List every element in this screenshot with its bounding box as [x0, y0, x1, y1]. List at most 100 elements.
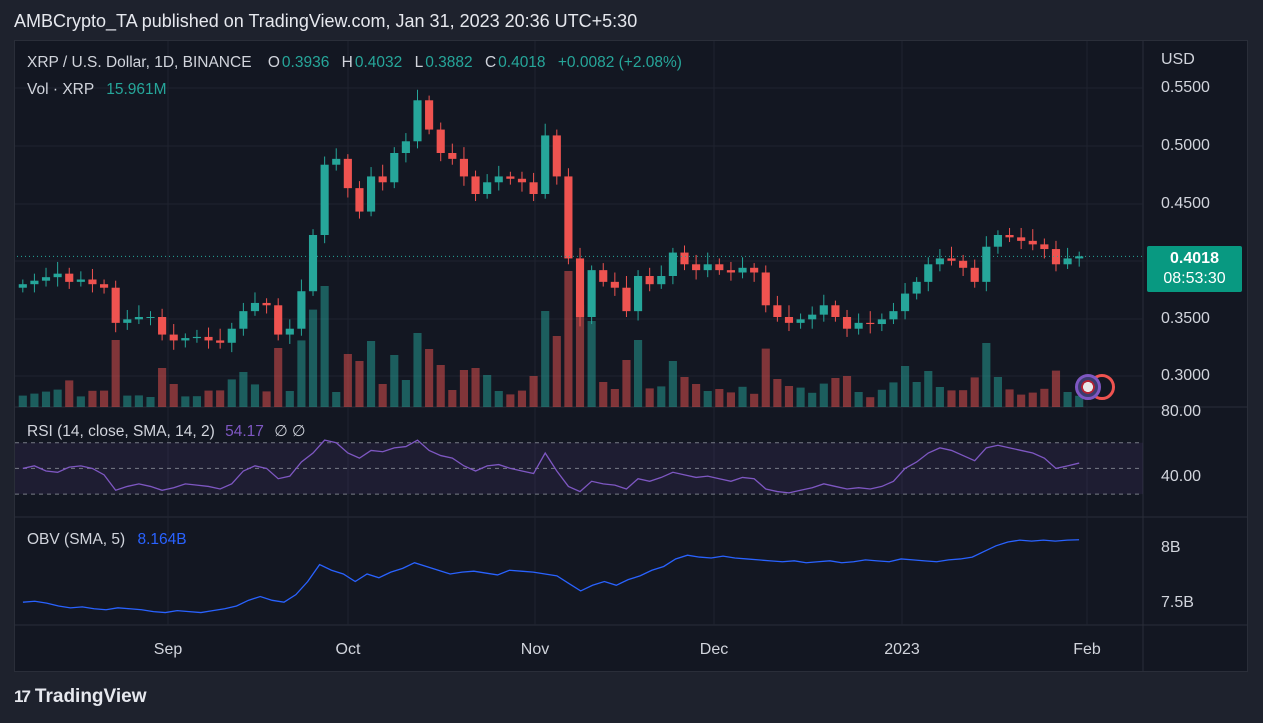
volume-bar: [1075, 395, 1084, 407]
candle-body: [169, 334, 178, 341]
chart-container[interactable]: XRP / U.S. Dollar, 1D, BINANCE O 0.3936 H…: [14, 40, 1248, 672]
tradingview-brand: TradingView: [34, 686, 147, 707]
candle-body: [831, 305, 840, 317]
obv-tick: 8B: [1161, 539, 1181, 556]
volume-bar: [842, 376, 852, 407]
change-value: +0.0082 (+2.08%): [557, 54, 682, 71]
low-label: L: [414, 54, 424, 71]
candle-body: [239, 311, 248, 329]
volume-label[interactable]: Vol · XRP: [27, 81, 94, 98]
candle-body: [877, 319, 886, 325]
volume-bar: [761, 348, 770, 407]
candle-body: [181, 338, 190, 341]
volume-bar: [784, 386, 794, 407]
volume-bar: [320, 286, 329, 407]
volume-bar: [529, 376, 538, 407]
volume-bar: [1028, 392, 1037, 407]
candle-body: [204, 336, 213, 341]
close-label: C: [484, 54, 497, 71]
candle-body: [599, 270, 608, 282]
volume-bar: [448, 390, 457, 407]
volume-bar: [703, 391, 712, 407]
volume-bar: [738, 386, 747, 407]
volume-bar: [668, 361, 677, 407]
candle-body: [506, 176, 515, 179]
rsi-label[interactable]: RSI (14, close, SMA, 14, 2): [27, 423, 215, 440]
volume-bar: [1017, 394, 1026, 407]
volume-bar: [297, 340, 306, 407]
candle-body: [390, 153, 399, 183]
candle-body: [680, 252, 689, 265]
volume-bar: [250, 384, 260, 407]
volume-bar: [935, 387, 944, 407]
time-tick: Sep: [153, 641, 183, 658]
volume-bar: [726, 392, 735, 407]
candle-body: [668, 252, 677, 276]
candle-body: [250, 302, 260, 312]
candle-body: [854, 322, 863, 329]
volume-bar: [367, 341, 376, 407]
candle-body: [1075, 256, 1084, 259]
obv-legend: OBV (SMA, 5) 8.164B: [27, 531, 187, 549]
open-label: O: [267, 54, 280, 71]
candle-body: [227, 328, 236, 343]
candle-body: [436, 129, 445, 153]
rsi-tick: 40.00: [1161, 468, 1202, 485]
open-value: 0.3936: [281, 54, 330, 71]
volume-bar: [53, 389, 62, 407]
volume-bar: [239, 372, 248, 407]
obv-label[interactable]: OBV (SMA, 5): [27, 531, 126, 548]
time-tick: Feb: [1073, 641, 1101, 658]
volume-bar: [901, 366, 910, 407]
chart-canvas[interactable]: [15, 41, 1248, 672]
candle-body: [993, 235, 1002, 247]
volume-value: 15.961M: [106, 81, 167, 98]
candle-body: [1017, 237, 1026, 241]
candle-body: [332, 158, 341, 165]
volume-bar: [912, 382, 921, 407]
volume-bar: [889, 382, 898, 407]
candle-body: [1063, 258, 1072, 265]
symbol-name[interactable]: XRP / U.S. Dollar, 1D, BINANCE: [27, 54, 252, 71]
candle-body: [587, 270, 596, 317]
candle-body: [808, 314, 817, 320]
candle-body: [123, 319, 132, 323]
candle-body: [494, 176, 503, 183]
candle-body: [901, 293, 910, 312]
rsi-line: [22, 439, 1080, 494]
candle-body: [715, 264, 724, 271]
candle-body: [378, 176, 387, 183]
tradingview-footer[interactable]: 17 TradingView: [14, 686, 147, 708]
volume-bar: [634, 340, 643, 407]
us-flag-event-icon[interactable]: [1075, 374, 1101, 400]
rsi-value: 54.17: [225, 423, 264, 440]
price-tick: 0.3500: [1161, 310, 1210, 327]
candle-body: [76, 279, 85, 282]
high-label: H: [341, 54, 353, 71]
volume-bar: [18, 395, 27, 407]
candle-body: [692, 264, 701, 271]
candle-body: [297, 291, 306, 329]
candle-body: [1040, 244, 1049, 250]
candle-body: [41, 277, 51, 281]
volume-bar: [100, 390, 109, 407]
volume-bar: [192, 396, 201, 407]
time-tick: Dec: [699, 641, 729, 658]
time-tick: Oct: [335, 641, 361, 658]
volume-bar: [169, 384, 178, 407]
volume-bar: [645, 388, 654, 407]
publisher-line: AMBCrypto_TA published on TradingView.co…: [14, 11, 638, 31]
candle-body: [448, 153, 457, 159]
volume-bar: [227, 379, 236, 407]
candle-body: [842, 317, 852, 329]
volume-bar: [308, 309, 318, 407]
volume-bar: [274, 348, 283, 407]
candle-body: [100, 284, 109, 288]
candle-body: [413, 100, 422, 142]
obv-value: 8.164B: [137, 531, 187, 548]
candle-body: [982, 246, 991, 282]
candle-body: [738, 267, 747, 273]
volume-bar: [413, 333, 422, 407]
volume-bar: [657, 386, 666, 407]
candle-body: [773, 305, 782, 317]
